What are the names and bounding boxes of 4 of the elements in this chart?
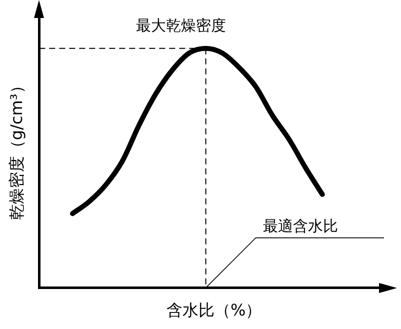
annotation: 最適含水比 bbox=[262, 216, 338, 235]
x-axis-title: 含水比（%） bbox=[166, 300, 262, 320]
y-axis-title: 乾燥密度（g/cm³） bbox=[6, 78, 26, 220]
annotation: 最大乾燥密度 bbox=[136, 16, 226, 34]
